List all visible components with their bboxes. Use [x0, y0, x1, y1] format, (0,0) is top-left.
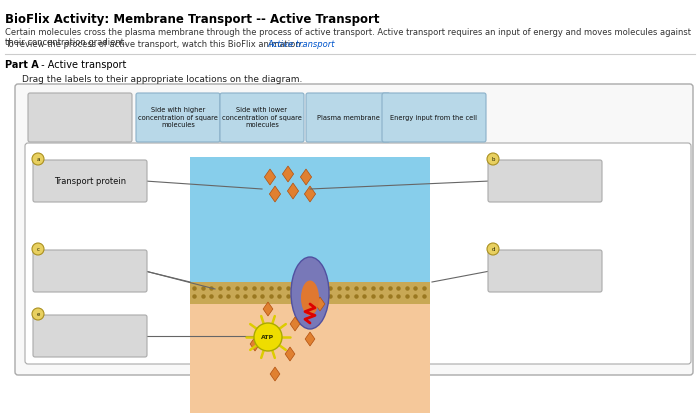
Bar [190, 304, 430, 413]
Text: b: b [491, 157, 495, 162]
FancyBboxPatch shape [33, 250, 147, 292]
Polygon shape [288, 183, 299, 199]
Polygon shape [270, 187, 281, 202]
Text: Plasma membrane: Plasma membrane [316, 115, 379, 121]
Polygon shape [285, 347, 295, 361]
FancyBboxPatch shape [488, 161, 602, 202]
Text: Side with higher
concentration of square
molecules: Side with higher concentration of square… [138, 107, 218, 128]
FancyBboxPatch shape [28, 94, 132, 142]
FancyBboxPatch shape [15, 85, 693, 375]
Polygon shape [250, 337, 260, 351]
Polygon shape [265, 170, 276, 185]
Ellipse shape [291, 257, 329, 329]
Polygon shape [305, 332, 315, 346]
Text: ATP: ATP [261, 335, 274, 339]
Text: Active transport: Active transport [267, 40, 335, 49]
Circle shape [32, 308, 44, 320]
Polygon shape [290, 317, 300, 331]
Text: Certain molecules cross the plasma membrane through the process of active transp: Certain molecules cross the plasma membr… [5, 28, 691, 47]
Polygon shape [270, 367, 280, 381]
Circle shape [32, 243, 44, 255]
Text: BioFlix Activity: Membrane Transport -- Active Transport: BioFlix Activity: Membrane Transport -- … [5, 13, 379, 26]
Text: To review the process of active transport, watch this BioFlix animation:: To review the process of active transpor… [5, 40, 306, 49]
Text: Drag the labels to their appropriate locations on the diagram.: Drag the labels to their appropriate loc… [22, 75, 302, 84]
Circle shape [487, 243, 499, 255]
FancyBboxPatch shape [488, 250, 602, 292]
Text: Side with lower
concentration of square
molecules: Side with lower concentration of square … [222, 107, 302, 128]
Text: Part A: Part A [5, 60, 38, 70]
Text: d: d [491, 247, 495, 252]
Circle shape [487, 154, 499, 166]
FancyBboxPatch shape [220, 94, 304, 142]
Text: a: a [36, 157, 40, 162]
Text: Energy input from the cell: Energy input from the cell [391, 115, 477, 121]
FancyBboxPatch shape [306, 94, 390, 142]
Polygon shape [315, 297, 325, 311]
Bar [190, 282, 430, 304]
Ellipse shape [301, 281, 319, 316]
Bar [190, 158, 430, 282]
Polygon shape [304, 187, 316, 202]
Polygon shape [282, 166, 293, 183]
Circle shape [254, 323, 282, 351]
FancyBboxPatch shape [382, 94, 486, 142]
Polygon shape [300, 170, 312, 185]
FancyBboxPatch shape [33, 315, 147, 357]
Text: e: e [36, 312, 40, 317]
FancyBboxPatch shape [33, 161, 147, 202]
Text: - Active transport: - Active transport [38, 60, 127, 70]
Circle shape [32, 154, 44, 166]
FancyBboxPatch shape [25, 144, 691, 364]
Polygon shape [263, 302, 273, 316]
Text: Transport protein: Transport protein [54, 177, 126, 186]
Text: c: c [36, 247, 39, 252]
FancyBboxPatch shape [136, 94, 220, 142]
